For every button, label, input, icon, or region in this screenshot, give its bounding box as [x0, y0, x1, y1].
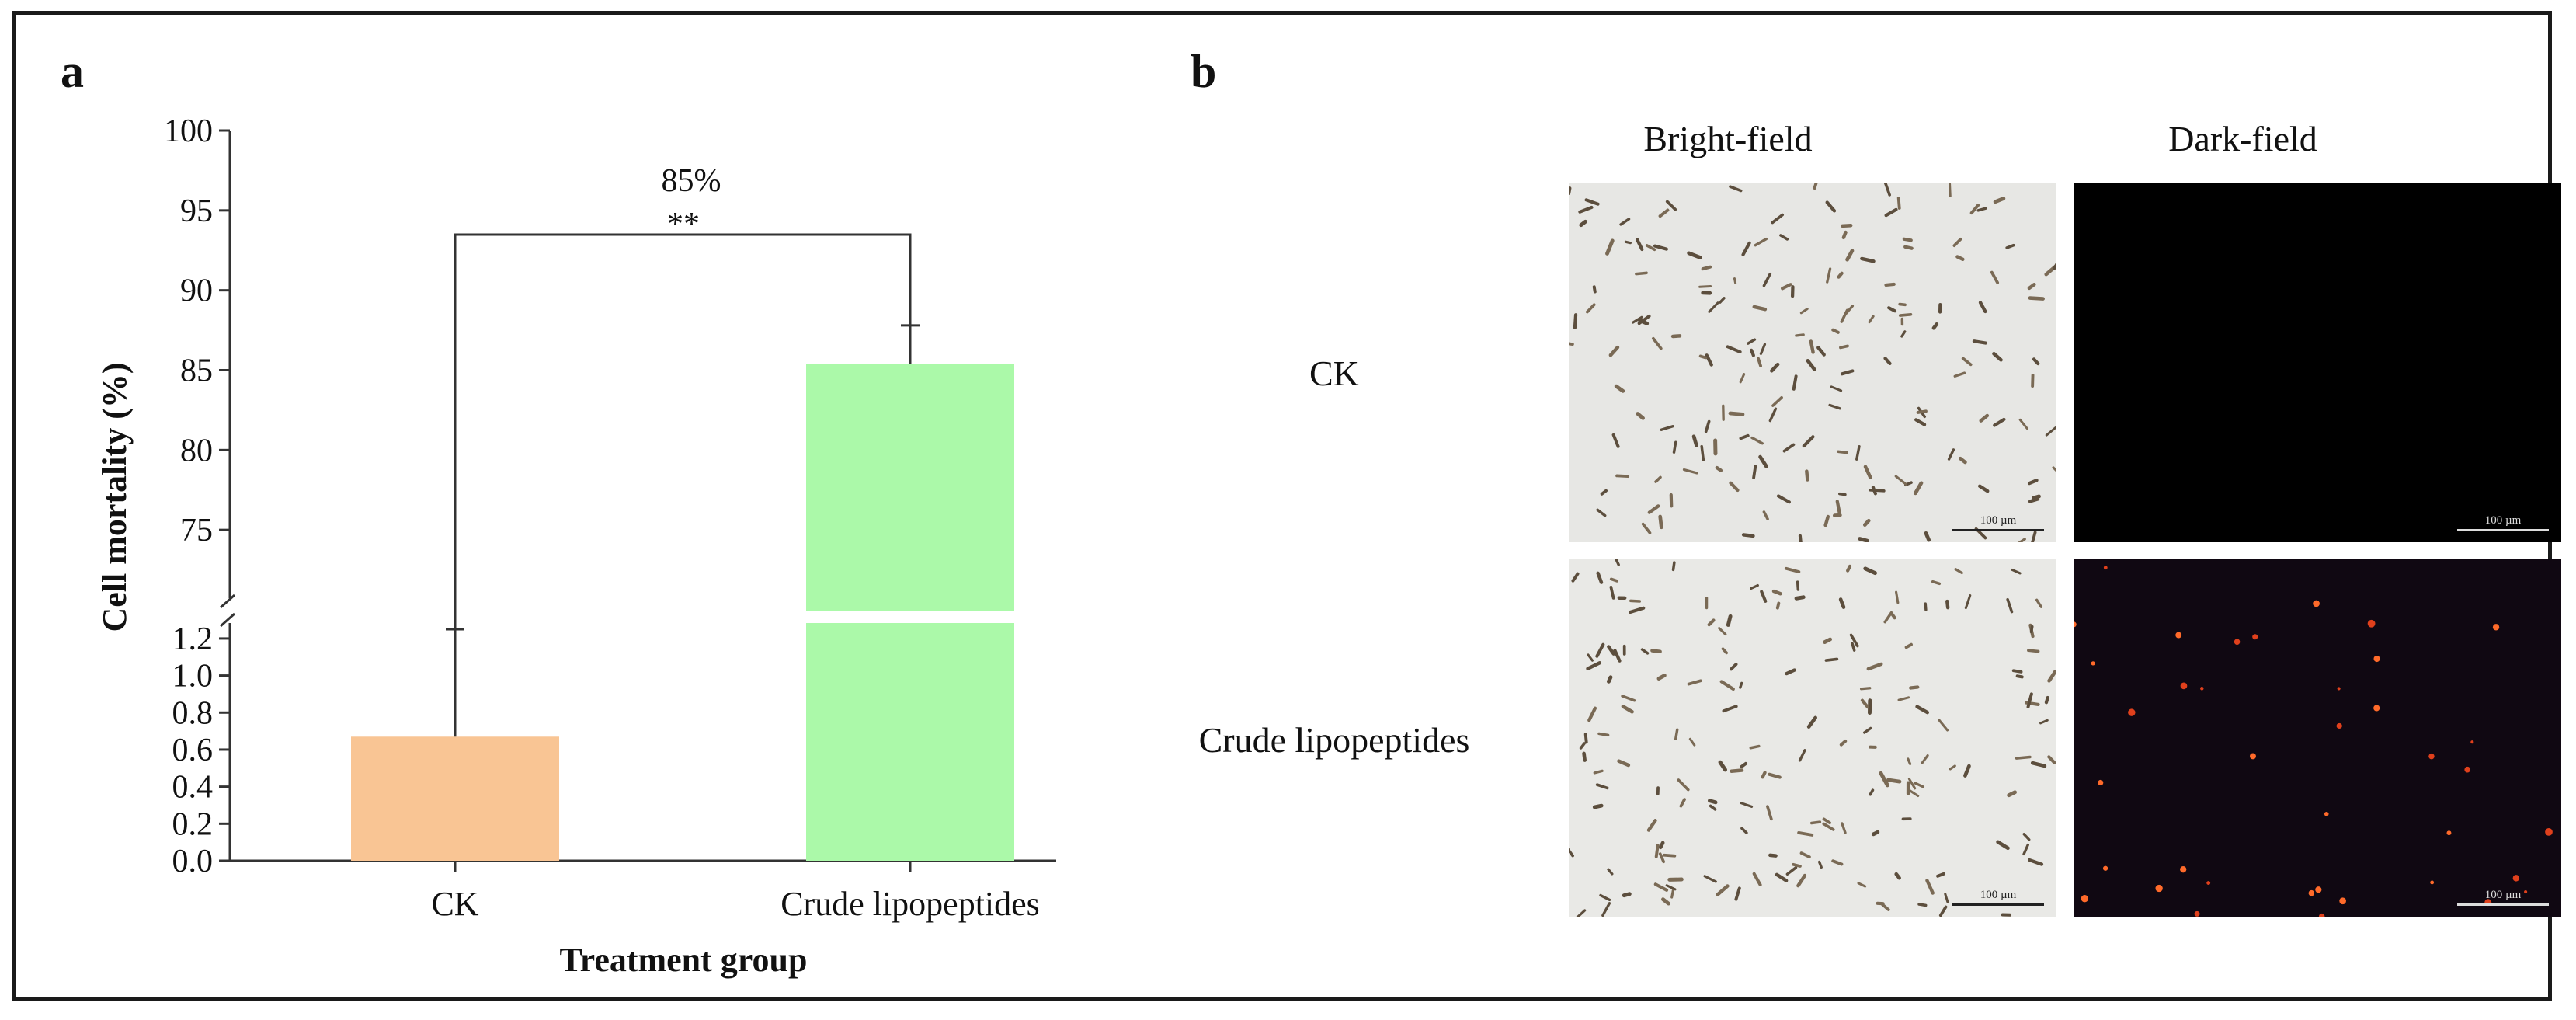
- y-tick-label-upper: 75: [180, 513, 213, 548]
- y-tick-label-lower: 0.0: [172, 844, 214, 879]
- scale-bar-line: [2457, 529, 2549, 531]
- percent-annotation: 85%: [662, 163, 721, 199]
- y-tick-label-upper: 95: [180, 193, 213, 229]
- row-label-ck: CK: [1309, 353, 1359, 393]
- panel-a-label: a: [61, 46, 84, 97]
- scale-bar: 100 µm: [2457, 511, 2549, 531]
- scale-bar: 100 µm: [2457, 886, 2549, 906]
- fluorescent-spots: [2074, 566, 2553, 917]
- x-tick-label: Crude lipopeptides: [780, 885, 1040, 923]
- cells-pattern: [1569, 559, 2056, 917]
- bright-field-image-crude-lipopeptides: 100 µm: [1569, 559, 2056, 917]
- significance-bracket: [454, 233, 912, 629]
- bar-chart: 0.00.20.40.60.81.01.2 75 80 85 90 95 100 Cell m…: [96, 113, 1056, 979]
- y-tick-label-lower: 1.0: [172, 659, 214, 695]
- scale-bar: 100 µm: [1952, 511, 2044, 531]
- y-tick-label-upper: 100: [164, 113, 213, 149]
- scale-bar-label: 100 µm: [1980, 514, 2017, 527]
- scale-bar-line: [1952, 529, 2044, 531]
- panel-b-label: b: [1191, 46, 1217, 97]
- scale-bar: 100 µm: [1952, 886, 2044, 906]
- x-tick-label: CK: [431, 885, 478, 923]
- y-tick-label-upper: 90: [180, 273, 213, 309]
- scale-bar-label: 100 µm: [2484, 889, 2522, 901]
- axis-break-mark: [220, 612, 235, 628]
- cells-pattern: [1569, 183, 2056, 542]
- dark-field-image-ck: 100 µm: [2074, 183, 2561, 542]
- y-tick-label-upper: 85: [180, 353, 213, 389]
- scale-bar-line: [1952, 903, 2044, 906]
- scale-bar-line: [2457, 903, 2549, 906]
- bar-ck: [351, 736, 559, 861]
- row-label-crude-lipopeptides: Crude lipopeptides: [1198, 720, 1470, 760]
- significance-stars: **: [667, 207, 700, 242]
- dark-field-image-crude-lipopeptides: 100 µm: [2074, 559, 2561, 917]
- y-tick-label-lower: 0.8: [172, 695, 214, 731]
- column-header-dark-field: Dark-field: [2168, 119, 2317, 158]
- y-tick-label-lower: 1.2: [172, 621, 214, 657]
- column-header-bright-field: Bright-field: [1643, 119, 1813, 158]
- axis-break-mark: [220, 594, 235, 609]
- y-tick-label-lower: 0.6: [172, 733, 214, 768]
- x-axis-label: Treatment group: [560, 941, 808, 979]
- y-tick-label-lower: 0.4: [172, 770, 214, 806]
- bar-crude-lipopeptides-lower: [806, 623, 1014, 861]
- bright-field-image-ck: 100 µm: [1569, 183, 2056, 542]
- y-tick-label-upper: 80: [180, 433, 213, 468]
- y-tick-label-lower: 0.2: [172, 806, 214, 842]
- y-axis-label: Cell mortality (%): [96, 363, 134, 632]
- bar-crude-lipopeptides-upper: [806, 364, 1014, 611]
- scale-bar-label: 100 µm: [1980, 889, 2017, 901]
- scale-bar-label: 100 µm: [2484, 514, 2522, 527]
